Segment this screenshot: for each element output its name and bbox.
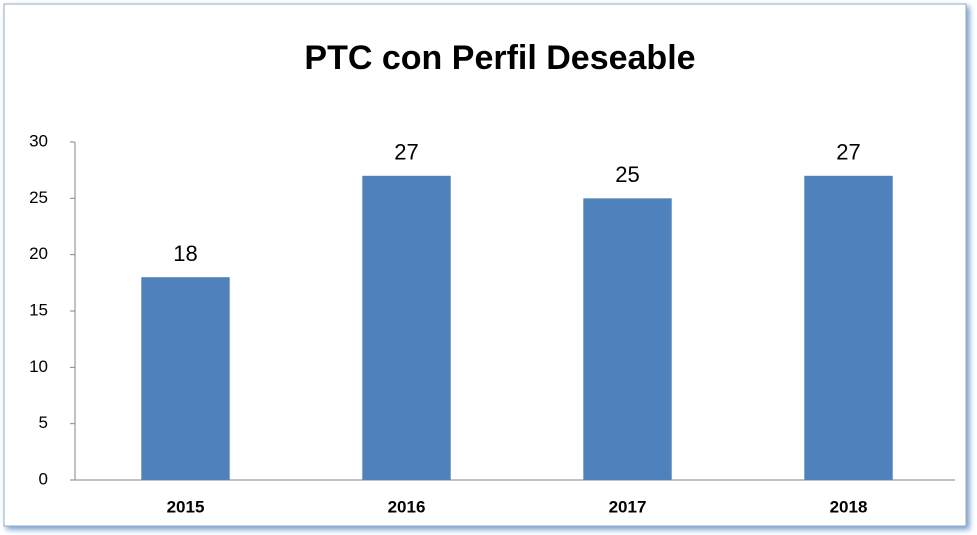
bar — [804, 175, 893, 481]
y-tick-label: 25 — [29, 188, 48, 207]
x-tick-label: 2017 — [609, 497, 647, 516]
y-tick-label: 15 — [29, 300, 48, 319]
data-label: 27 — [836, 140, 860, 165]
y-tick-label: 20 — [29, 244, 48, 263]
y-tick-label: 30 — [29, 131, 48, 150]
y-tick-label: 5 — [39, 413, 48, 432]
x-tick-label: 2015 — [167, 497, 205, 516]
y-tick-label: 0 — [39, 469, 48, 488]
data-label: 18 — [173, 241, 197, 266]
x-tick-label: 2016 — [388, 497, 426, 516]
bar — [141, 277, 230, 480]
data-label: 27 — [394, 140, 418, 165]
data-label: 25 — [615, 162, 639, 187]
x-tick-label: 2018 — [830, 497, 868, 516]
chart-title: PTC con Perfil Deseable — [304, 39, 695, 77]
bar — [583, 198, 672, 481]
bar — [362, 175, 451, 481]
y-tick-label: 10 — [29, 357, 48, 376]
